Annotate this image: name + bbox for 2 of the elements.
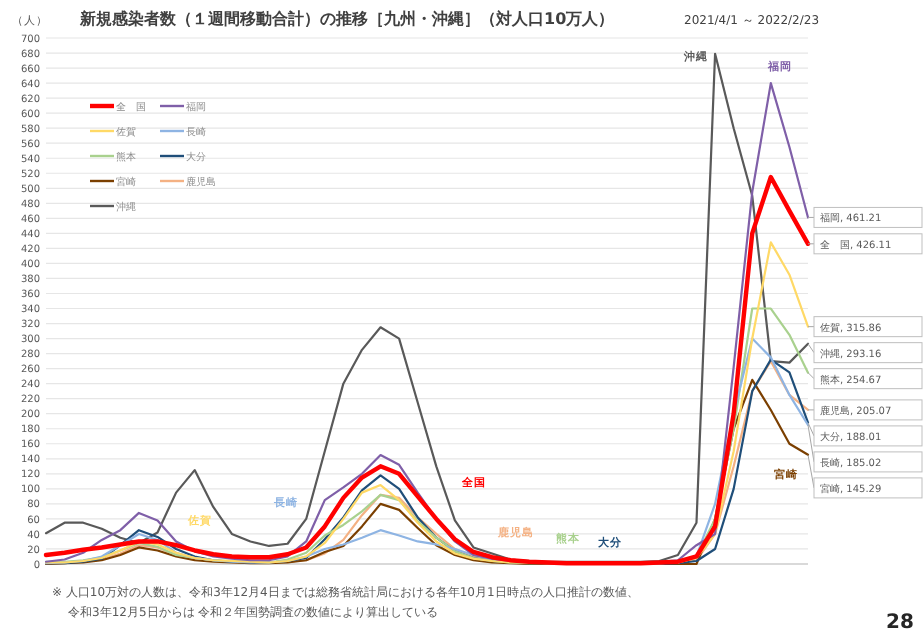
text: 28	[886, 612, 914, 634]
chart-title: 新規感染者数（１週間移動合計）の推移［九州・沖縄］（対人口10万人）	[78, 8, 615, 28]
